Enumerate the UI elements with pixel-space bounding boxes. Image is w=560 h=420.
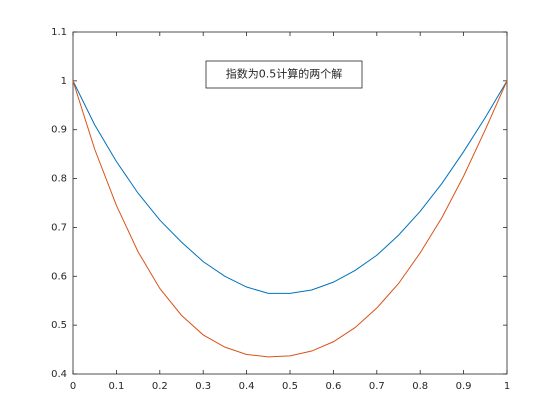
series-line: [72, 80, 508, 294]
x-tick-label: 1: [504, 381, 510, 392]
x-tick-label: 0: [70, 381, 76, 392]
x-tick-label: 0.1: [108, 381, 124, 392]
y-tick-label: 0.5: [51, 320, 67, 331]
y-tick-label: 0.6: [51, 271, 67, 282]
axes-box: [72, 31, 508, 375]
y-tick-label: 0.7: [51, 222, 67, 233]
series-line: [72, 80, 508, 358]
y-tick-label: 1: [61, 76, 67, 87]
x-tick-label: 0.9: [456, 381, 472, 392]
x-tick-label: 0.8: [412, 381, 428, 392]
annotation-box: [205, 60, 363, 89]
y-tick-label: 0.8: [51, 174, 67, 185]
x-tick-label: 0.7: [369, 381, 385, 392]
x-tick-label: 0.2: [152, 381, 168, 392]
y-tick-label: 0.9: [51, 125, 67, 136]
y-tick-label: 0.4: [51, 369, 67, 380]
x-tick-label: 0.3: [195, 381, 211, 392]
annotation: 指数为0.5计算的两个解: [226, 67, 343, 81]
x-tick-label: 0.4: [239, 381, 255, 392]
y-tick-label: 1.1: [51, 27, 67, 38]
x-tick-label: 0.5: [282, 381, 298, 392]
x-tick-label: 0.6: [325, 381, 341, 392]
